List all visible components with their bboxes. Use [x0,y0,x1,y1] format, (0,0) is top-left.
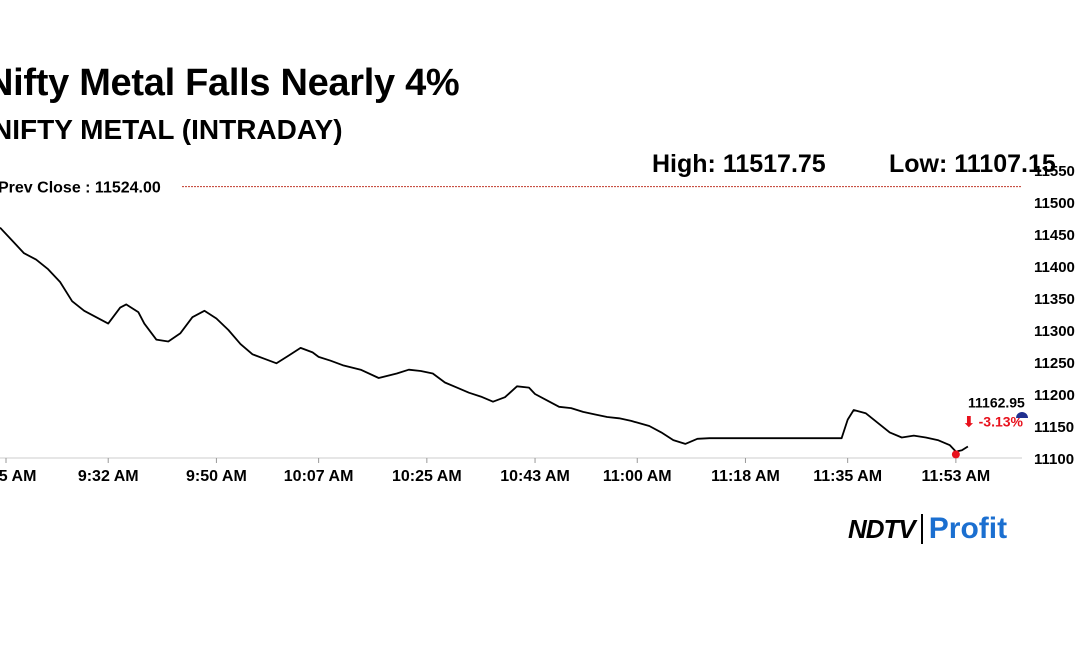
current-price-marker [1016,412,1028,418]
last-value-label: 11162.95 [968,395,1025,411]
x-tick-label: 11:53 AM [921,468,990,485]
prev-close-label: Prev Close : 11524.00 [0,180,161,197]
price-series-line [0,226,969,453]
x-tick-label: 10:43 AM [500,468,570,485]
change-percent-label: ⬇ -3.13% [963,414,1024,430]
y-tick-label: 11350 [1034,291,1075,308]
y-tick-label: 11200 [1034,387,1075,404]
high-value: High: 11517.75 [652,150,826,178]
logo-brand: NDTV [848,513,916,544]
x-tick-label: 10:07 AM [284,468,354,485]
x-tick-label: 9:50 AM [186,468,247,485]
y-tick-label: 11300 [1034,323,1075,340]
low-point-marker [951,450,960,459]
y-tick-label: 11400 [1034,259,1075,276]
y-tick-label: 11500 [1034,195,1075,212]
x-tick-label: 10:25 AM [392,468,462,485]
logo-product: Profit [928,512,1008,545]
x-tick-label: 11:35 AM [813,468,882,485]
ndtv-profit-logo: NDTV Profit [848,512,1007,546]
y-tick-label: 11250 [1034,355,1075,372]
x-tick-label: 11:00 AM [603,468,672,485]
x-tick-label: 9:32 AM [78,468,139,485]
x-tick-label: 9:15 AM [0,468,36,485]
y-tick-label: 11450 [1034,227,1075,244]
y-tick-label: 11150 [1034,419,1074,436]
y-tick-label: 11550 [1034,163,1075,180]
logo-divider [920,514,923,544]
low-value: Low: 11107.15 [889,150,1056,178]
x-tick-label: 11:18 AM [711,468,780,485]
chart-subtitle: NIFTY METAL (INTRADAY) [0,114,343,145]
chart-title: Nifty Metal Falls Nearly 4% [0,62,460,104]
y-tick-label: 11100 [1034,451,1074,468]
